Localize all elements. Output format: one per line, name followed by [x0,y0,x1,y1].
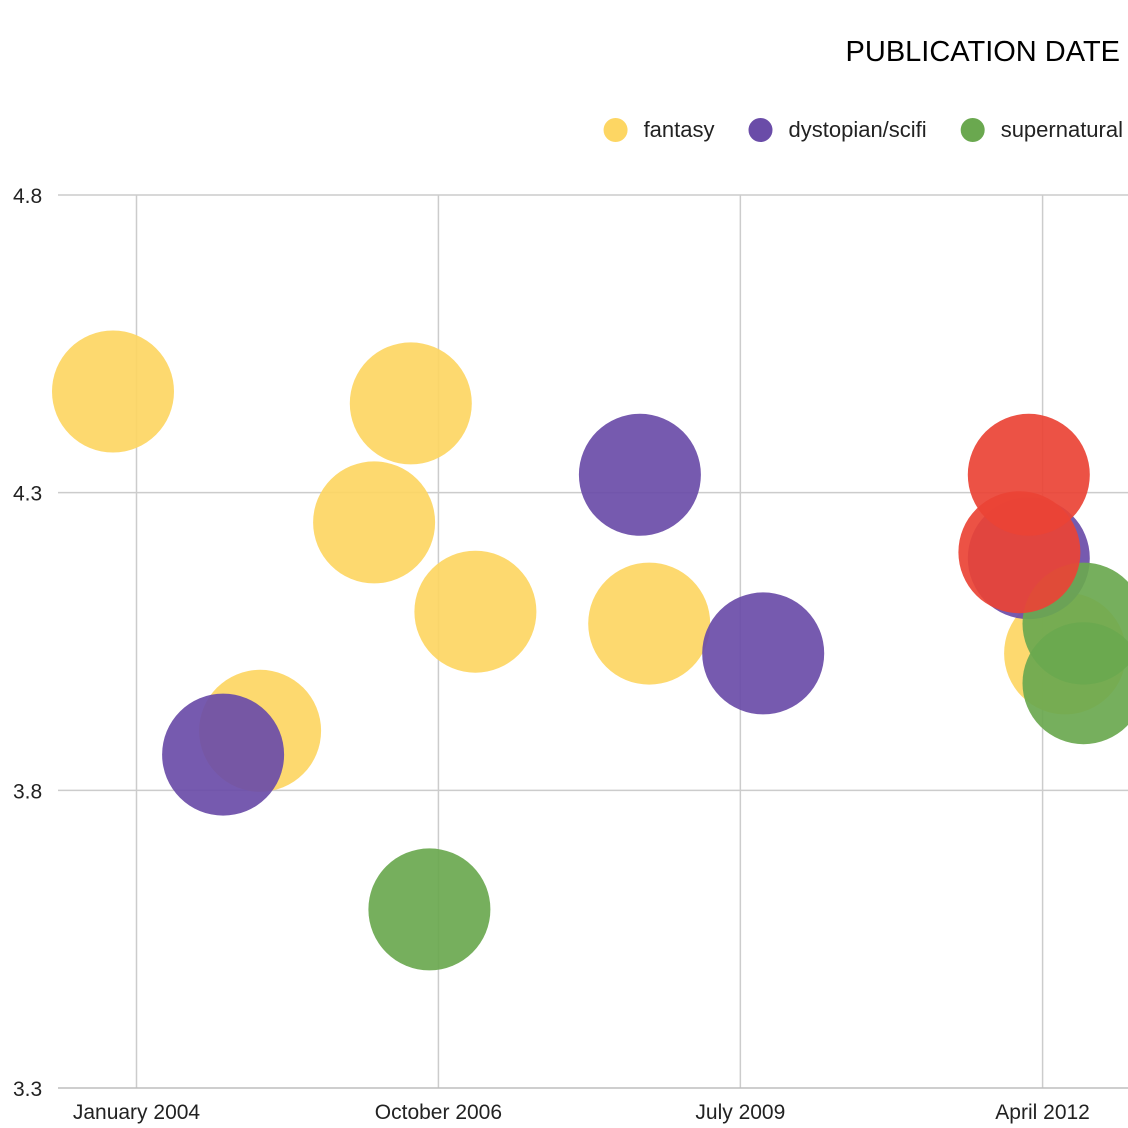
bubble-fantasy[interactable] [313,461,436,584]
bubble-dystopian-scifi[interactable] [162,693,285,816]
bubble-supernatural[interactable] [1022,622,1128,745]
bubble-fantasy[interactable] [414,550,537,673]
bubble-dystopian-scifi[interactable] [578,413,701,536]
chart-title: PUBLICATION DATE [846,36,1120,68]
legend-item-supernatural[interactable]: supernatural [960,117,1123,142]
legend-item-fantasy[interactable]: fantasy [603,117,715,142]
y-tick-label: 4.8 [13,185,42,208]
legend-swatch [603,118,628,142]
legend-label: fantasy [644,117,715,142]
x-tick-label: October 2006 [375,1101,502,1124]
bubble-fantasy[interactable] [349,342,472,465]
bubble-dystopian-scifi[interactable] [702,592,825,715]
x-tick-label: July 2009 [695,1101,785,1124]
x-tick-label: April 2012 [995,1101,1090,1124]
legend-label: supernatural [1001,117,1123,142]
bubbles [52,330,1128,971]
legend: fantasy dystopian/scifi supernatural [603,117,1123,142]
legend-label: dystopian/scifi [789,117,927,142]
legend-swatch [960,118,985,142]
y-tick-label: 4.3 [13,483,42,506]
axes: 3.3 3.8 4.3 4.8 January 2004 October 2006 July… [13,185,1128,1124]
bubble-unnamed[interactable] [967,413,1090,536]
legend-item-dystopian-scifi[interactable]: dystopian/scifi [748,117,927,142]
bubble-fantasy[interactable] [588,562,711,685]
y-tick-label: 3.3 [13,1078,42,1101]
y-tick-label: 3.8 [13,780,42,803]
bubble-supernatural[interactable] [368,848,491,971]
bubble-fantasy[interactable] [52,330,174,453]
legend-swatch [748,118,773,142]
x-tick-label: January 2004 [73,1101,201,1124]
